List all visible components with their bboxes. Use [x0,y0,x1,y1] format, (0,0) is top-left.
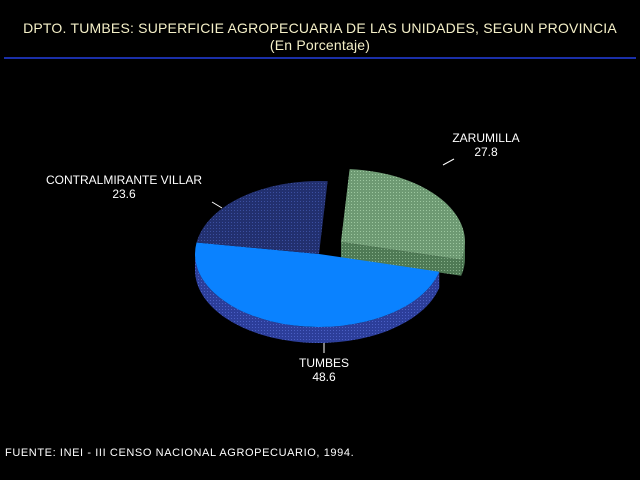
slice-value-label: 48.6 [312,370,336,384]
chart-subtitle: (En Porcentaje) [269,37,371,53]
pie-slice-top [341,169,465,260]
pie-slice-side [461,242,465,276]
chart-title: DPTO. TUMBES: SUPERFICIE AGROPECUARIA DE… [23,20,617,36]
leader-line [211,201,223,209]
pie-slice-tumbes [195,242,440,343]
title-divider [4,57,636,59]
slice-value-label: 27.8 [474,145,498,159]
slice-label: ZARUMILLA [452,131,519,145]
pie-slice-top [196,181,328,254]
pie-slice-zarumilla [341,169,465,276]
leader-line [442,158,455,166]
pie-slice-side [195,254,440,343]
chart-title-block: DPTO. TUMBES: SUPERFICIE AGROPECUARIA DE… [0,20,640,54]
slice-value-label: 23.6 [112,187,136,201]
pie-slice-contralmirante-villar [196,181,328,254]
slice-label: TUMBES [299,356,349,370]
pie-slice-face [341,242,462,276]
slice-label: CONTRALMIRANTE VILLAR [46,173,202,187]
source-note: FUENTE: INEI - III CENSO NACIONAL AGROPE… [5,447,355,459]
pie-slice-top [195,242,440,327]
